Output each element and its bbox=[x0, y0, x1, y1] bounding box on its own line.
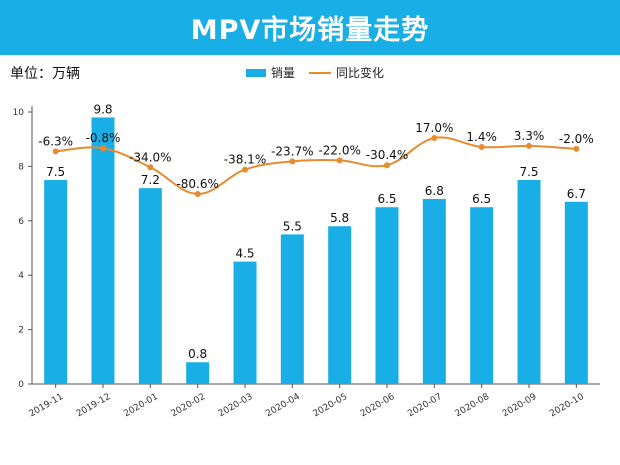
legend-item-sales: 销量 bbox=[246, 64, 295, 81]
yoy-value-label: -34.0% bbox=[129, 150, 171, 164]
yoy-value-label: 17.0% bbox=[415, 121, 453, 135]
yoy-point bbox=[336, 157, 343, 164]
y-tick-label: 8 bbox=[18, 162, 24, 172]
x-tick-label: 2020-10 bbox=[548, 392, 586, 420]
bar bbox=[470, 207, 494, 384]
x-tick-label: 2020-03 bbox=[217, 392, 255, 419]
yoy-value-label: -80.6% bbox=[176, 177, 218, 191]
bar bbox=[280, 234, 304, 384]
yoy-point bbox=[289, 158, 296, 165]
bar bbox=[422, 199, 446, 384]
x-tick-label: 2020-04 bbox=[264, 392, 302, 420]
yoy-value-label: -23.7% bbox=[271, 144, 313, 158]
yoy-point bbox=[384, 162, 390, 169]
y-tick-label: 4 bbox=[18, 271, 24, 281]
bar-value-label: 5.8 bbox=[330, 211, 349, 225]
bar-value-label: 7.5 bbox=[46, 165, 65, 179]
legend-label-yoy: 同比变化 bbox=[336, 66, 385, 80]
bar bbox=[44, 180, 68, 384]
x-tick-label: 2020-08 bbox=[454, 392, 492, 420]
bar bbox=[138, 188, 162, 384]
x-tick-label: 2020-05 bbox=[312, 392, 350, 419]
x-tick-label: 2020-09 bbox=[501, 392, 539, 420]
x-tick-label: 2020-06 bbox=[359, 392, 397, 420]
bar bbox=[375, 207, 399, 384]
yoy-point bbox=[478, 143, 485, 150]
yoy-value-label: -0.8% bbox=[86, 131, 121, 145]
bar bbox=[186, 362, 210, 384]
x-tick-label: 2020-07 bbox=[406, 392, 444, 419]
x-tick-label: 2019-12 bbox=[75, 392, 113, 419]
yoy-value-label: -2.0% bbox=[559, 132, 594, 146]
y-tick-label: 0 bbox=[18, 380, 24, 390]
legend-item-yoy: 同比变化 bbox=[309, 64, 384, 81]
bar bbox=[564, 201, 588, 384]
yoy-point bbox=[52, 148, 59, 155]
yoy-value-label: 1.4% bbox=[466, 130, 497, 144]
x-tick-label: 2019-11 bbox=[28, 392, 66, 419]
legend-line-swatch bbox=[309, 71, 332, 74]
legend: 销量 同比变化 bbox=[246, 64, 384, 81]
y-tick-label: 2 bbox=[18, 326, 24, 336]
yoy-point bbox=[194, 191, 201, 197]
yoy-value-label: -30.4% bbox=[366, 148, 408, 162]
yoy-value-label: 3.3% bbox=[514, 129, 545, 143]
yoy-point bbox=[431, 135, 438, 141]
yoy-point bbox=[100, 145, 106, 152]
bar-value-label: 4.5 bbox=[235, 247, 254, 261]
bar-value-label: 6.5 bbox=[377, 192, 396, 206]
bar bbox=[91, 117, 115, 384]
bar-value-label: 5.5 bbox=[283, 219, 302, 233]
yoy-value-label: -38.1% bbox=[224, 153, 266, 167]
yoy-point bbox=[526, 142, 532, 149]
chart-title-bar: MPV市场销量走势 bbox=[0, 0, 620, 55]
bar-value-label: 6.8 bbox=[425, 184, 444, 198]
bar-value-label: 6.7 bbox=[567, 187, 586, 201]
bar-value-label: 6.5 bbox=[472, 192, 491, 206]
legend-bar-swatch bbox=[246, 68, 266, 77]
bar-value-label: 7.5 bbox=[519, 165, 538, 179]
y-tick-label: 10 bbox=[13, 108, 25, 118]
bar-value-label: 0.8 bbox=[188, 347, 207, 361]
bar-value-label: 9.8 bbox=[93, 102, 112, 116]
yoy-value-label: -6.3% bbox=[38, 134, 73, 148]
yoy-point bbox=[147, 164, 154, 171]
y-tick-label: 6 bbox=[18, 217, 24, 227]
yoy-value-label: -22.0% bbox=[318, 143, 360, 157]
bar bbox=[328, 226, 352, 384]
bar bbox=[517, 180, 541, 384]
legend-label-sales: 销量 bbox=[271, 66, 296, 80]
bar-value-label: 7.2 bbox=[141, 173, 160, 187]
yoy-point bbox=[242, 166, 248, 173]
bar bbox=[233, 261, 257, 384]
yoy-line bbox=[55, 136, 577, 196]
unit-label: 单位：万辆 bbox=[10, 66, 80, 82]
yoy-point bbox=[573, 145, 580, 152]
chart-title: MPV市场销量走势 bbox=[190, 15, 430, 46]
x-tick-label: 2020-02 bbox=[170, 392, 208, 419]
x-tick-label: 2020-01 bbox=[122, 392, 160, 419]
